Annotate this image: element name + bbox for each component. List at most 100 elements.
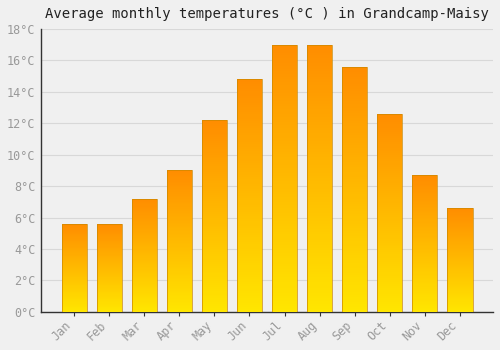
Bar [342, 167, 367, 170]
Bar [202, 212, 227, 214]
Bar [132, 211, 157, 212]
Bar [96, 308, 122, 309]
Bar [377, 199, 402, 201]
Bar [132, 223, 157, 224]
Bar [237, 96, 262, 98]
Bar [202, 291, 227, 293]
Bar [237, 107, 262, 110]
Bar [448, 212, 472, 213]
Bar [166, 223, 192, 224]
Bar [412, 188, 438, 189]
Bar [412, 234, 438, 235]
Bar [237, 251, 262, 254]
Bar [166, 285, 192, 286]
Bar [202, 231, 227, 233]
Bar [96, 251, 122, 252]
Bar [237, 184, 262, 186]
Bar [132, 201, 157, 202]
Bar [377, 126, 402, 128]
Bar [342, 241, 367, 243]
Bar [307, 152, 332, 154]
Bar [132, 199, 157, 312]
Bar [237, 233, 262, 235]
Bar [412, 268, 438, 270]
Bar [237, 165, 262, 168]
Bar [342, 290, 367, 292]
Bar [377, 189, 402, 191]
Bar [272, 229, 297, 232]
Bar [237, 152, 262, 154]
Bar [448, 226, 472, 227]
Bar [62, 247, 87, 248]
Bar [342, 108, 367, 111]
Bar [448, 273, 472, 274]
Bar [62, 309, 87, 310]
Bar [132, 219, 157, 220]
Bar [448, 220, 472, 222]
Bar [342, 187, 367, 189]
Bar [202, 183, 227, 185]
Bar [448, 260, 472, 261]
Bar [342, 74, 367, 77]
Bar [166, 290, 192, 292]
Bar [307, 55, 332, 58]
Bar [237, 256, 262, 258]
Bar [166, 197, 192, 199]
Bar [448, 252, 472, 253]
Bar [377, 292, 402, 294]
Bar [412, 231, 438, 232]
Bar [377, 240, 402, 243]
Bar [132, 206, 157, 208]
Bar [377, 270, 402, 272]
Bar [307, 202, 332, 205]
Bar [307, 120, 332, 122]
Bar [342, 145, 367, 148]
Bar [412, 253, 438, 254]
Bar [448, 210, 472, 211]
Bar [202, 120, 227, 122]
Bar [377, 183, 402, 185]
Bar [62, 251, 87, 252]
Bar [307, 186, 332, 189]
Bar [132, 297, 157, 298]
Bar [307, 216, 332, 218]
Bar [237, 114, 262, 117]
Bar [62, 297, 87, 298]
Bar [377, 116, 402, 118]
Bar [342, 77, 367, 79]
Bar [62, 281, 87, 282]
Bar [448, 223, 472, 224]
Bar [412, 209, 438, 211]
Bar [166, 308, 192, 309]
Bar [448, 309, 472, 310]
Bar [448, 282, 472, 283]
Bar [272, 309, 297, 312]
Bar [132, 273, 157, 274]
Bar [377, 179, 402, 181]
Bar [448, 244, 472, 245]
Bar [272, 194, 297, 197]
Bar [96, 294, 122, 295]
Bar [448, 286, 472, 287]
Bar [448, 283, 472, 284]
Bar [307, 282, 332, 285]
Bar [448, 254, 472, 255]
Bar [448, 209, 472, 210]
Bar [237, 100, 262, 103]
Bar [412, 265, 438, 267]
Bar [96, 291, 122, 292]
Bar [412, 214, 438, 215]
Bar [96, 262, 122, 264]
Bar [96, 293, 122, 294]
Bar [272, 101, 297, 104]
Bar [412, 204, 438, 205]
Bar [412, 303, 438, 305]
Bar [202, 164, 227, 166]
Bar [272, 138, 297, 141]
Bar [202, 159, 227, 160]
Bar [132, 231, 157, 233]
Bar [412, 216, 438, 217]
Bar [448, 276, 472, 278]
Bar [412, 262, 438, 264]
Bar [96, 287, 122, 288]
